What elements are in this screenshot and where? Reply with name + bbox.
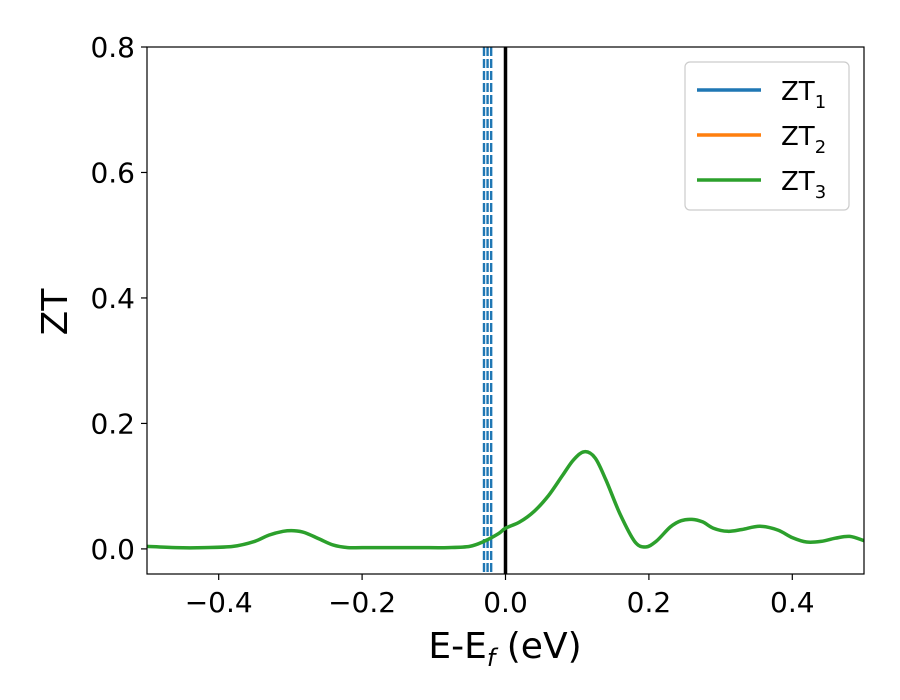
y-axis-label: ZT <box>35 288 76 336</box>
series-line-zt3 <box>147 449 864 550</box>
y-tick-label: 0.4 <box>90 282 135 315</box>
legend-entry: ZT3 <box>781 167 826 203</box>
x-axis: −0.4 −0.2 0.0 0.2 0.4 <box>185 574 815 619</box>
legend-entry: ZT2 <box>781 122 826 158</box>
y-tick-label: 0.2 <box>90 407 135 440</box>
x-tick-label: 0.0 <box>483 586 528 619</box>
x-axis-label: E-Ef (eV) <box>428 626 581 672</box>
legend: ZT1 ZT2 ZT3 <box>684 61 850 211</box>
y-tick-label: 0.8 <box>90 31 135 64</box>
legend-entry: ZT1 <box>781 77 826 113</box>
x-tick-label: −0.4 <box>185 586 253 619</box>
y-axis: 0.0 0.2 0.4 0.6 0.8 <box>90 31 147 566</box>
legend-box <box>684 61 850 211</box>
x-tick-label: 0.4 <box>770 586 815 619</box>
plot-area <box>147 47 864 574</box>
y-tick-label: 0.6 <box>90 156 135 189</box>
y-tick-label: 0.0 <box>90 533 135 566</box>
x-tick-label: −0.2 <box>328 586 396 619</box>
x-tick-label: 0.2 <box>627 586 672 619</box>
